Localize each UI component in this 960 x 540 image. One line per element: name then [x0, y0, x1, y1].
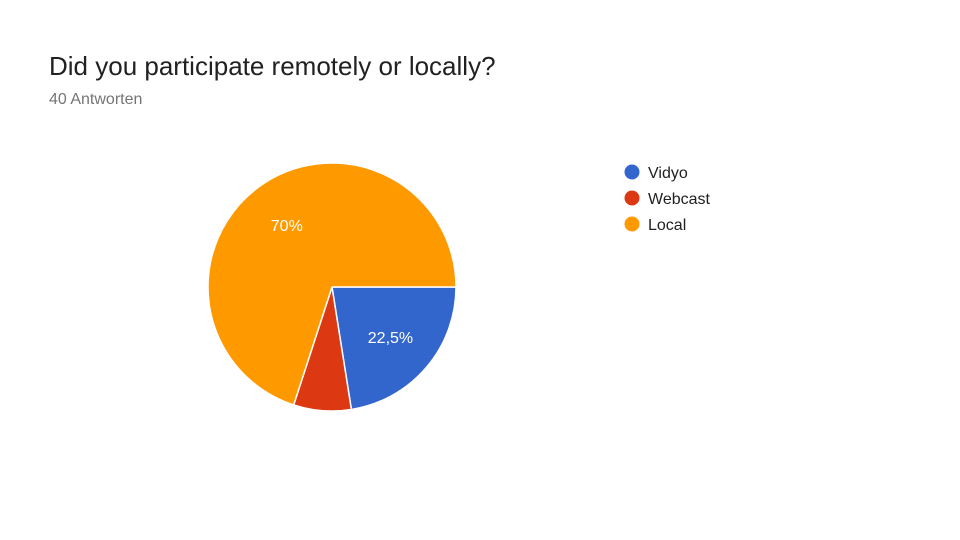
- response-count: 40 Antworten: [49, 91, 143, 108]
- slice-label-vidyo: 22,5%: [368, 330, 413, 347]
- pie-slices: [207, 162, 457, 412]
- legend-item-local: Local: [624, 216, 686, 234]
- pie-slice-vidyo: [331, 286, 457, 411]
- legend-label-local: Local: [648, 217, 686, 234]
- legend-item-vidyo: Vidyo: [624, 164, 688, 182]
- legend: Vidyo Webcast Local: [624, 164, 711, 234]
- slice-label-local: 70%: [271, 218, 303, 235]
- legend-item-webcast: Webcast: [624, 190, 711, 208]
- legend-label-webcast: Webcast: [648, 191, 711, 208]
- legend-swatch-webcast: [624, 190, 640, 206]
- slice-labels: 22,5% 70%: [271, 218, 413, 347]
- pie-slice-local: [207, 162, 457, 406]
- legend-swatch-local: [624, 216, 640, 232]
- page-title: Did you participate remotely or locally?: [49, 51, 496, 81]
- legend-label-vidyo: Vidyo: [648, 165, 688, 182]
- legend-swatch-vidyo: [624, 164, 640, 180]
